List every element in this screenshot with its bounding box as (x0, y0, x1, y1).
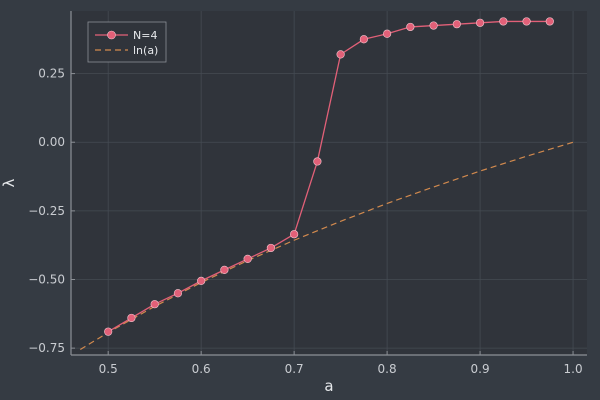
legend-marker-n4 (107, 30, 116, 40)
n4-data-point (127, 313, 136, 323)
legend: N=4 ln(a) (87, 21, 167, 63)
n4-data-point (522, 17, 531, 26)
x-tick-label: 1.0 (564, 362, 583, 376)
y-tick-labels: −0.75 −0.50 −0.25 0.00 0.25 (28, 67, 65, 356)
n4-data-point (336, 50, 345, 59)
y-axis-label: λ (0, 178, 18, 187)
series-layer (79, 17, 574, 351)
ln-a-series-line (79, 141, 574, 351)
n4-data-point (266, 243, 275, 253)
y-tick-label: −0.75 (28, 341, 65, 355)
axes (70, 11, 587, 356)
n4-data-point (243, 254, 252, 264)
plot-area (71, 11, 587, 355)
n4-data-point (220, 265, 229, 274)
legend-label-n4: N=4 (133, 29, 157, 42)
n4-data-point (429, 21, 438, 30)
legend-box (87, 21, 167, 63)
y-tick-label: 0.00 (38, 135, 65, 149)
n4-data-point (475, 18, 485, 27)
n4-data-point (545, 17, 554, 26)
n4-data-point (406, 22, 415, 32)
n4-data-point (173, 289, 183, 298)
x-tick-label: 0.5 (99, 362, 118, 376)
x-tick-labels: 0.5 0.6 0.7 0.8 0.9 1.0 (99, 362, 583, 376)
x-axis-label: a (324, 377, 333, 395)
n4-data-point (452, 20, 461, 29)
n4-data-point (313, 157, 322, 166)
n4-data-point (383, 29, 392, 38)
x-tick-label: 0.8 (378, 362, 397, 376)
y-tick-label: 0.25 (38, 67, 65, 81)
n4-data-point (499, 17, 508, 26)
n4-data-point (104, 327, 113, 336)
x-tick-label: 0.9 (471, 362, 490, 376)
grid (71, 11, 587, 355)
y-tick-label: −0.25 (28, 204, 65, 218)
legend-label-ln-a: ln(a) (133, 44, 158, 57)
n4-data-point (290, 230, 299, 239)
n4-data-point (197, 276, 206, 285)
n4-data-point (150, 300, 159, 309)
n4-data-point (359, 35, 368, 44)
y-tick-label: −0.50 (28, 273, 65, 287)
x-tick-label: 0.7 (285, 362, 304, 376)
x-tick-label: 0.6 (192, 362, 211, 376)
